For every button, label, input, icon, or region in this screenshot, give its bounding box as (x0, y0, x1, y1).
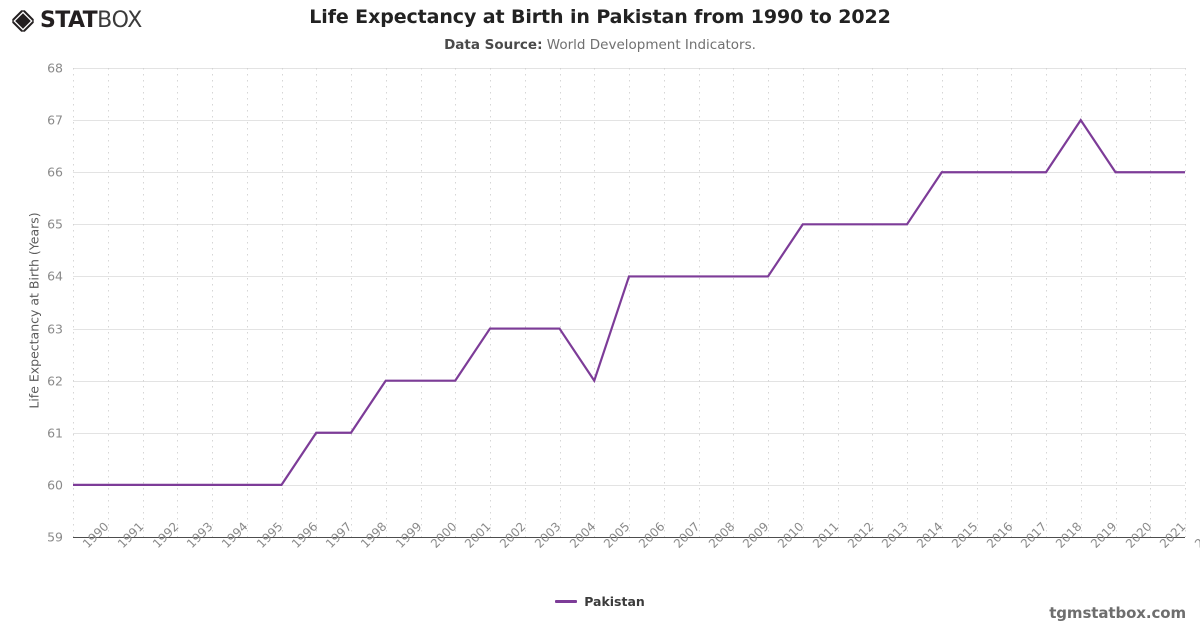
gridline-vertical (281, 68, 283, 537)
y-axis-tick: 59 (47, 529, 63, 545)
gridline-vertical (976, 68, 978, 537)
gridline-vertical (907, 68, 908, 537)
gridline-vertical (1150, 68, 1152, 537)
y-axis-tick: 67 (47, 112, 63, 128)
chart-subtitle: Data Source: World Development Indicator… (0, 37, 1200, 53)
gridline-vertical (385, 68, 387, 537)
gridline-vertical (351, 68, 352, 537)
diamond-logo-icon (10, 8, 36, 34)
gridline-vertical (1115, 68, 1117, 537)
gridline-vertical (663, 68, 665, 537)
gridline-vertical (1046, 68, 1047, 537)
site-url: tgmstatbox.com (1049, 604, 1186, 622)
gridline-vertical (246, 68, 248, 537)
gridline-vertical (941, 68, 943, 537)
gridline-vertical (698, 68, 700, 537)
gridline-vertical (420, 68, 422, 537)
series-layer (73, 118, 1185, 486)
data-source-value: World Development Indicators. (546, 37, 756, 53)
gridline-vertical (490, 68, 491, 537)
brand-name-light: BOX (97, 8, 143, 33)
gridline-vertical (594, 68, 596, 537)
x-axis-line (73, 536, 1185, 538)
y-axis-tick: 63 (47, 321, 63, 337)
y-axis-tick: 65 (47, 216, 63, 232)
data-source-label: Data Source: (444, 37, 543, 53)
chart-title: Life Expectancy at Birth in Pakistan fro… (309, 6, 891, 28)
y-axis-tick: 64 (47, 268, 63, 284)
gridline-vertical (1080, 68, 1082, 537)
gridline-vertical (524, 68, 526, 537)
x-axis-tick-labels: 1990 1991 1992 1993 1994 1995 1996 1997 1998 1999… (73, 519, 1200, 589)
gridline-vertical (768, 68, 769, 537)
gridline-vertical (1011, 68, 1013, 537)
gridline-vertical (212, 68, 213, 537)
gridline-vertical (73, 68, 74, 537)
chart-legend: Pakistan (0, 594, 1200, 609)
gridline-vertical (455, 68, 457, 537)
gridline-vertical (733, 68, 735, 537)
y-axis-tick-labels: 59 60 61 62 63 64 65 66 67 68 (0, 61, 73, 545)
gridline-vertical (316, 68, 318, 537)
brand-name: STATBOX (40, 8, 142, 34)
brand-logo[interactable]: STATBOX (10, 8, 142, 34)
y-axis-tick: 61 (47, 425, 63, 441)
legend-label: Pakistan (584, 594, 645, 609)
gridline-vertical (107, 68, 109, 537)
gridline-vertical (142, 68, 144, 537)
gridline-vertical (629, 68, 630, 537)
y-axis-tick: 60 (47, 477, 63, 493)
brand-name-bold: STAT (40, 8, 98, 33)
legend-item[interactable]: Pakistan (555, 594, 645, 609)
y-axis-tick: 68 (47, 60, 63, 76)
series-line (73, 118, 1185, 486)
gridline-vertical (872, 68, 874, 537)
y-axis-tick: 62 (47, 373, 63, 389)
gridline-vertical (559, 68, 561, 537)
gridline-vertical (177, 68, 179, 537)
x-axis-tick: 2022 (1192, 519, 1200, 551)
gridline-vertical (1185, 68, 1186, 537)
legend-color-swatch (555, 600, 578, 603)
y-axis-tick: 66 (47, 164, 63, 180)
gridline-vertical (837, 68, 839, 537)
plot-area (73, 68, 1186, 538)
gridline-vertical (802, 68, 804, 537)
